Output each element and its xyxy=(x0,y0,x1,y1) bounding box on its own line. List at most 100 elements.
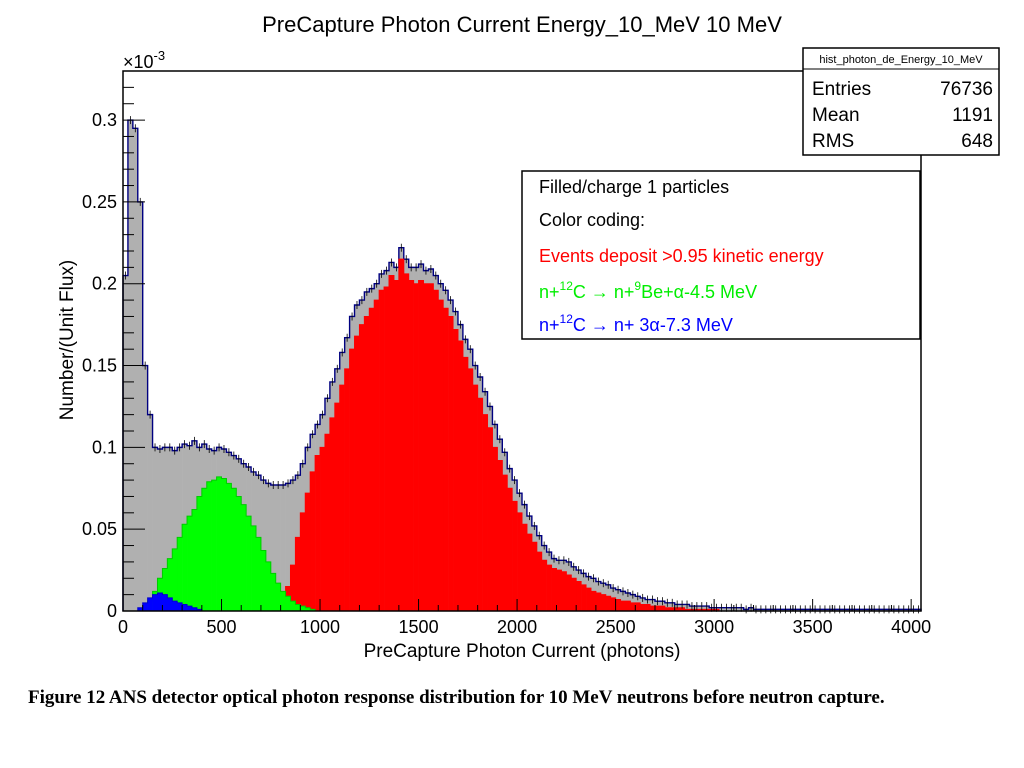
y-axis-multiplier: ×10-3 xyxy=(123,48,165,72)
stats-entries-label: Entries xyxy=(812,79,871,100)
bar-s3-6 xyxy=(167,597,173,611)
bar-s0-3 xyxy=(137,201,144,611)
bar-s0-8 xyxy=(162,447,168,611)
stats-mean-value: 1191 xyxy=(952,105,993,126)
bar-s3-8 xyxy=(177,602,183,611)
bar-s1-30 xyxy=(428,283,434,611)
plot-border xyxy=(122,70,922,612)
bar-s1-26 xyxy=(408,280,414,611)
bar-s1-63 xyxy=(590,591,597,611)
bar-s1-51 xyxy=(531,542,538,611)
bar-s2-18 xyxy=(231,488,237,611)
y-tick-label-2: 0.1 xyxy=(92,437,117,457)
bar-s0-107 xyxy=(650,599,656,611)
bar-s1-25 xyxy=(403,273,410,611)
bar-s1-79 xyxy=(669,607,676,611)
y-tick-label-4: 0.2 xyxy=(92,274,117,294)
bar-s0-6 xyxy=(152,447,158,611)
bar-s1-68 xyxy=(615,599,621,611)
bar-s2-30 xyxy=(290,601,296,611)
stats-box: hist_photon_de_Energy_10_MeV Entries 767… xyxy=(802,47,1000,156)
bar-s2-24 xyxy=(260,550,267,611)
bar-s3-7 xyxy=(172,601,178,611)
x-tick-label-500: 500 xyxy=(206,617,236,637)
bar-s1-35 xyxy=(453,329,459,611)
bar-s1-52 xyxy=(536,552,543,611)
bar-s0-32 xyxy=(280,485,286,611)
bar-s1-50 xyxy=(526,534,533,611)
bar-s2-31 xyxy=(295,604,301,611)
bar-s0-10 xyxy=(172,450,178,611)
bar-s0-111 xyxy=(669,602,676,611)
x-tick-label-1000: 1000 xyxy=(300,617,340,637)
bar-s1-7 xyxy=(315,455,321,611)
bar-s1-43 xyxy=(492,447,498,611)
bar-s1-27 xyxy=(413,283,419,611)
bar-s0-31 xyxy=(275,485,281,611)
bar-s1-46 xyxy=(507,488,513,611)
bar-s1-54 xyxy=(546,565,552,611)
legend-line-three-alpha: n+12C → n+ 3α-7.3 MeV xyxy=(539,312,733,335)
bar-s2-19 xyxy=(236,496,242,611)
bar-s1-64 xyxy=(595,593,602,611)
x-tick-label-1500: 1500 xyxy=(399,617,439,637)
bar-s1-5 xyxy=(305,493,311,611)
bar-s1-44 xyxy=(497,460,503,611)
bar-s2-21 xyxy=(246,516,252,611)
bar-s1-73 xyxy=(640,604,646,611)
bar-s1-67 xyxy=(610,597,616,611)
bar-s2-17 xyxy=(226,483,232,611)
bar-s1-59 xyxy=(571,578,577,611)
bar-s1-28 xyxy=(418,280,424,611)
bar-s1-22 xyxy=(389,275,395,611)
series-2 xyxy=(142,476,316,611)
legend-be9-sup2: 9 xyxy=(634,279,641,293)
bar-s1-58 xyxy=(566,575,572,611)
bar-s0-4 xyxy=(142,365,148,611)
bar-s1-32 xyxy=(438,300,444,611)
bar-s3-12 xyxy=(196,609,203,611)
bar-s1-33 xyxy=(443,308,449,611)
bar-s1-85 xyxy=(699,609,705,611)
bar-s1-10 xyxy=(329,417,336,611)
bar-s3-5 xyxy=(162,594,168,611)
legend-be9-post: Be+α-4.5 MeV xyxy=(641,282,757,302)
bar-s0-33 xyxy=(285,483,291,611)
bar-s1-55 xyxy=(551,568,557,611)
histogram-bars xyxy=(122,116,922,614)
bar-s1-14 xyxy=(349,349,355,611)
y-tick-label-6: 0.3 xyxy=(92,110,117,130)
bar-s1-31 xyxy=(433,290,439,611)
bar-s3-4 xyxy=(157,593,163,611)
bar-s1-76 xyxy=(655,606,661,611)
legend-3alpha-mid: C → n+ 3α-7.3 MeV xyxy=(573,315,733,335)
legend-line-events-deposit: Events deposit >0.95 kinetic energy xyxy=(539,246,824,266)
bar-s1-53 xyxy=(541,560,547,611)
bar-s1-12 xyxy=(339,385,345,611)
bar-s3-2 xyxy=(147,597,153,611)
x-axis: 0 500 1000 1500 2000 2500 3000 3500 4000 xyxy=(118,599,931,637)
legend-be9-sup1: 12 xyxy=(560,279,574,293)
x-tick-label-4000: 4000 xyxy=(891,617,931,637)
bar-s2-8 xyxy=(182,524,188,611)
bar-s3-11 xyxy=(191,607,198,611)
bar-s1-3 xyxy=(295,537,301,611)
bar-s1-70 xyxy=(625,601,631,611)
bar-s1-17 xyxy=(364,316,370,611)
series-outline-2 xyxy=(142,476,316,611)
bar-s0-0 xyxy=(123,275,129,611)
bar-s1-47 xyxy=(512,501,518,611)
y-tick-label-5: 0.25 xyxy=(82,192,117,212)
legend-line-filled: Filled/charge 1 particles xyxy=(539,177,729,197)
bar-s1-42 xyxy=(487,427,493,611)
bar-s1-24 xyxy=(398,259,405,611)
bar-s1-49 xyxy=(522,524,528,611)
bar-s0-5 xyxy=(147,414,153,611)
bar-s1-2 xyxy=(290,565,296,611)
bar-s1-38 xyxy=(467,368,474,611)
bar-s1-81 xyxy=(679,607,685,611)
bar-s2-15 xyxy=(216,476,222,611)
bar-s1-41 xyxy=(482,414,488,611)
bar-s1-77 xyxy=(659,606,666,611)
bar-s1-84 xyxy=(694,609,700,611)
